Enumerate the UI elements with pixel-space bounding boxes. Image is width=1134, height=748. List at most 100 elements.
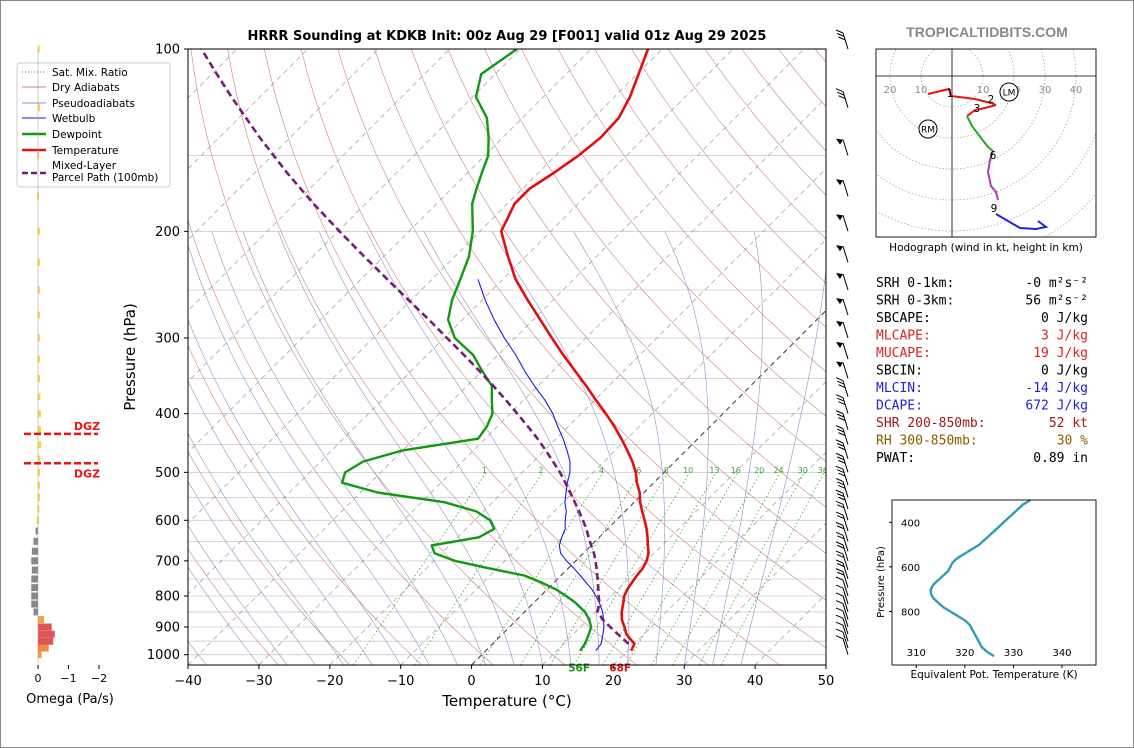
hodo-lm-label: LM — [1003, 89, 1016, 99]
omega-bar — [38, 644, 49, 652]
omega-bar — [38, 393, 41, 401]
barb-flag — [837, 33, 845, 37]
barb-pennant — [836, 273, 843, 280]
barb-flag — [835, 394, 844, 399]
barb-flag — [835, 635, 844, 640]
barb-staff — [842, 631, 849, 649]
barb-staff — [842, 273, 849, 291]
hodo-height-label: 1 — [947, 88, 954, 100]
x-axis-label: Temperature (°C) — [441, 692, 571, 710]
barb-staff — [842, 535, 849, 552]
x-tick-label: −30 — [245, 674, 272, 689]
isotherm — [471, 309, 826, 665]
wind-barb — [835, 607, 849, 628]
wind-barb — [836, 214, 849, 232]
pseudoadiabat — [211, 231, 458, 665]
hodo-ring-label: 10 — [915, 85, 928, 96]
theta-e-x-tick-label: 310 — [907, 648, 926, 659]
barb-staff — [842, 246, 849, 263]
mixing-ratio-label: 2 — [538, 466, 543, 475]
index-label: SRH 0-1km: — [876, 276, 954, 291]
barb-flag — [835, 439, 844, 444]
pseudoadiabat — [664, 231, 709, 665]
index-label: PWAT: — [876, 451, 915, 466]
wind-barb — [835, 410, 849, 430]
dry-adiabat — [925, 49, 1134, 665]
y-tick-label: 700 — [155, 554, 180, 569]
index-label: DCAPE: — [876, 399, 923, 414]
watermark: TROPICALTIDBITS.COM — [906, 24, 1068, 40]
hodo-rm-label: RM — [921, 126, 935, 136]
pseudoadiabat — [242, 231, 486, 665]
barb-flag — [837, 469, 845, 474]
barb-pennant — [836, 298, 843, 305]
legend-entry: Sat. Mix. Ratio — [52, 67, 128, 79]
mixing-ratio-label: 30 — [798, 466, 808, 475]
index-value: 19 J/kg — [1033, 346, 1088, 361]
barb-staff — [842, 397, 849, 414]
dry-adiabat — [264, 49, 709, 665]
mixing-ratio-label: 13 — [709, 466, 719, 475]
theta-e-x-label: Equivalent Pot. Temperature (K) — [910, 669, 1077, 681]
barb-flag — [835, 600, 844, 605]
mixing-ratio-line — [602, 472, 717, 665]
pseudoadiabat — [188, 244, 430, 665]
barb-flag — [838, 417, 846, 422]
barb-pennant — [836, 179, 843, 186]
wind-barb — [835, 531, 849, 552]
barb-staff — [842, 298, 849, 316]
wind-barbs — [835, 29, 849, 655]
legend-entry: Parcel Path (100mb) — [52, 172, 158, 184]
x-tick-label: 50 — [818, 674, 835, 689]
barb-flag — [835, 531, 844, 536]
wind-barb — [835, 511, 849, 532]
wind-barb — [835, 559, 849, 580]
isotherm — [683, 522, 826, 665]
barb-staff — [842, 571, 849, 588]
dry-adiabat — [188, 548, 279, 665]
barb-flag — [837, 504, 845, 509]
barb-flag — [835, 607, 844, 612]
omega-bar — [38, 104, 40, 112]
hodo-inner: 20101020304012369LMRM — [876, 49, 1096, 237]
mixing-ratio-label: 4 — [599, 466, 604, 475]
wind-barb — [835, 568, 849, 588]
index-value: 0 J/kg — [1041, 311, 1088, 326]
hodograph-panel: 20101020304012369LMRMHodograph (wind in … — [875, 48, 1097, 254]
omega-bar — [31, 575, 38, 583]
mixing-ratio-line — [479, 472, 604, 665]
index-value: 30 % — [1057, 434, 1088, 449]
barb-flag — [838, 446, 846, 451]
hodo-trace — [966, 104, 997, 117]
barb-flag — [838, 459, 846, 464]
barb-pennant — [836, 361, 843, 368]
omega-bar — [38, 623, 52, 631]
barb-flag — [835, 568, 844, 573]
hodo-height-label: 9 — [991, 203, 998, 215]
pseudoadiabat — [188, 480, 316, 665]
omega-bar — [38, 493, 40, 501]
barb-flag — [837, 563, 845, 567]
index-value: 672 J/kg — [1025, 399, 1088, 414]
wind-barb — [835, 521, 849, 542]
barb-staff — [842, 321, 849, 339]
pseudoadiabat — [188, 379, 373, 665]
wind-barb — [835, 29, 849, 50]
pseudoadiabat — [366, 231, 572, 665]
x-tick-label: −10 — [387, 674, 414, 689]
barb-flag — [835, 584, 844, 589]
barb-staff — [842, 603, 849, 620]
barb-staff — [842, 579, 849, 597]
isotherm — [400, 239, 826, 665]
wind-barb — [835, 592, 849, 613]
index-label: MLCAPE: — [876, 329, 931, 344]
index-label: RH 300-850mb: — [876, 434, 978, 449]
theta-e-line — [929, 498, 1032, 658]
wind-barb — [835, 394, 849, 414]
omega-panel: DGZ DGZ 0 −1 −2 Omega (Pa/s) — [24, 45, 114, 707]
indices-table: SRH 0-1km: -0 m²s⁻² SRH 0-3km: 56 m²s⁻² SBCA… — [876, 276, 1088, 466]
y-tick-label: 300 — [155, 331, 180, 346]
omega-bar — [37, 45, 40, 53]
index-label: SBCAPE: — [876, 311, 931, 326]
